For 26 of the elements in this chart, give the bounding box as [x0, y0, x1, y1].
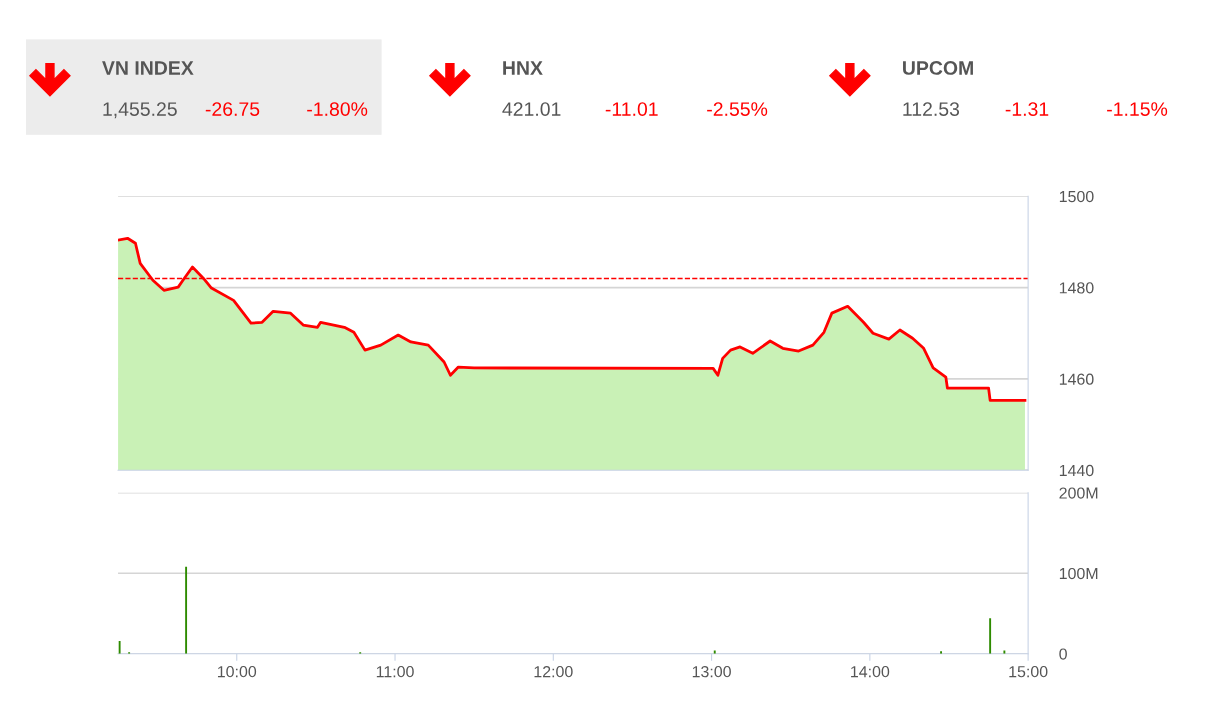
text: -11.01 — [605, 102, 658, 116]
x-tick-label: 14:00 — [851, 665, 890, 678]
text: -1.31 — [1005, 102, 1049, 116]
text: 421.01 — [502, 102, 561, 116]
x-tick-label: 12:00 — [534, 665, 573, 678]
y-tick-label: 200M — [1059, 487, 1098, 499]
text: -26.75 — [205, 102, 260, 116]
text: -1.15% — [1107, 102, 1168, 116]
x-tick-label: 13:00 — [692, 665, 731, 678]
text: -1.80% — [307, 102, 368, 116]
y-tick-label: 1440 — [1059, 464, 1094, 477]
text: VN INDEX — [102, 61, 194, 75]
y-tick-label: 100M — [1059, 567, 1098, 580]
text: UPCOM — [903, 61, 973, 75]
y-tick-label: 1500 — [1059, 190, 1094, 203]
text: -2.55% — [707, 102, 768, 116]
text: 1,455.25 — [103, 102, 177, 119]
y-tick-label: 1460 — [1059, 373, 1094, 385]
text: 112.53 — [903, 102, 960, 116]
x-tick-label: 11:00 — [376, 665, 414, 678]
x-tick-label: 10:00 — [217, 665, 257, 678]
y-tick-label: 1480 — [1059, 282, 1094, 294]
line-series — [118, 236, 1027, 402]
y-tick-label: 0 — [1059, 648, 1067, 660]
x-tick-label: 15:00 — [1009, 665, 1048, 678]
text: HNX — [503, 61, 543, 75]
